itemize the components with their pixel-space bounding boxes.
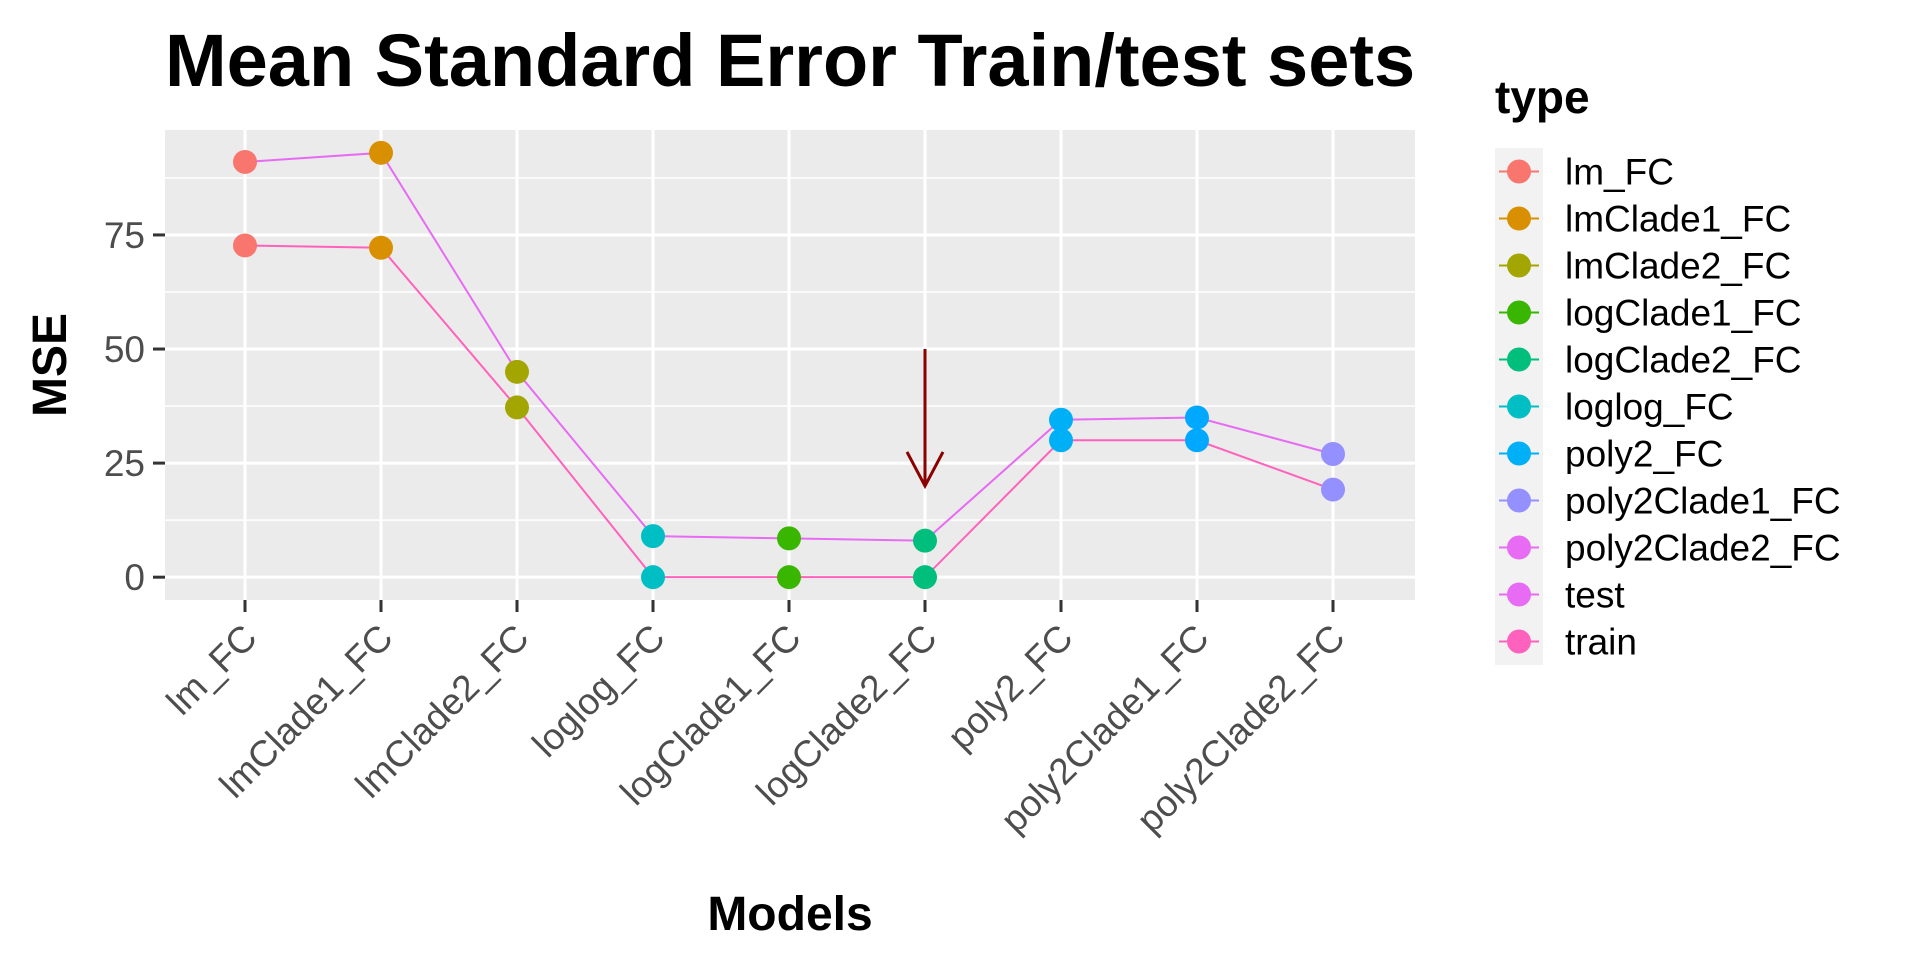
legend-key-point [1507, 253, 1531, 278]
legend-key-point [1507, 629, 1531, 654]
data-point-logClade2_FC [913, 565, 937, 590]
legend-label: lmClade1_FC [1565, 199, 1791, 240]
data-point-poly2_FC [1049, 407, 1073, 432]
data-point-loglog_FC [641, 524, 665, 549]
data-point-lmClade2_FC [505, 395, 529, 420]
y-axis-title: MSE [24, 313, 77, 417]
legend-key-point [1507, 300, 1531, 325]
legend-label: train [1565, 622, 1637, 663]
legend-label: logClade2_FC [1565, 340, 1802, 381]
data-point-lmClade2_FC [505, 359, 529, 384]
y-tick-label: 0 [124, 557, 145, 598]
data-point-poly2Clade1_FC [1185, 428, 1209, 453]
legend-key-point [1507, 206, 1531, 231]
y-tick-label: 75 [104, 215, 145, 256]
data-point-poly2Clade2_FC [1321, 477, 1345, 502]
x-axis: lm_FClmClade1_FClmClade2_FCloglog_FClogC… [159, 600, 1353, 841]
annotation-arrow-head [905, 451, 945, 490]
legend-key-point [1507, 347, 1531, 372]
legend-label: test [1565, 575, 1625, 616]
data-point-lmClade1_FC [369, 235, 393, 260]
y-tick-label: 25 [104, 443, 145, 484]
data-point-logClade1_FC [777, 526, 801, 551]
x-axis-title: Models [707, 888, 872, 941]
legend-key-point [1507, 535, 1531, 560]
data-point-logClade2_FC [913, 528, 937, 553]
data-point-loglog_FC [641, 565, 665, 590]
legend-key-point [1507, 582, 1531, 607]
y-axis: 0 25 50 75 [104, 215, 165, 598]
legend-label: loglog_FC [1565, 387, 1734, 428]
legend-label: poly2_FC [1565, 434, 1723, 475]
legend-label: logClade1_FC [1565, 293, 1802, 334]
legend-label: lm_FC [1565, 152, 1674, 193]
legend-key-point [1507, 159, 1531, 184]
legend: type lm_FC lmClade1_FC lmClade2_FC logClade… [1495, 71, 1841, 665]
legend-label: poly2Clade1_FC [1565, 481, 1841, 522]
legend-key-point [1507, 488, 1531, 513]
legend-title: type [1495, 71, 1590, 123]
chart-title: Mean Standard Error Train/test sets [165, 19, 1415, 102]
legend-label: lmClade2_FC [1565, 246, 1791, 287]
data-point-poly2_FC [1049, 428, 1073, 453]
data-point-lm_FC [233, 149, 257, 174]
legend-key-point [1507, 441, 1531, 466]
x-tick-label: loglog_FC [524, 617, 672, 765]
annotations [905, 349, 945, 490]
data-point-poly2Clade2_FC [1321, 441, 1345, 466]
x-tick-label: lm_FC [159, 617, 265, 723]
data-point-logClade1_FC [777, 565, 801, 590]
data-point-poly2Clade1_FC [1185, 405, 1209, 430]
x-tick-label: poly2_FC [940, 617, 1081, 758]
legend-key-point [1507, 394, 1531, 419]
legend-label: poly2Clade2_FC [1565, 528, 1841, 569]
data-point-lmClade1_FC [369, 140, 393, 165]
data-points [233, 140, 1345, 590]
data-point-lm_FC [233, 233, 257, 258]
y-tick-label: 50 [104, 329, 145, 370]
